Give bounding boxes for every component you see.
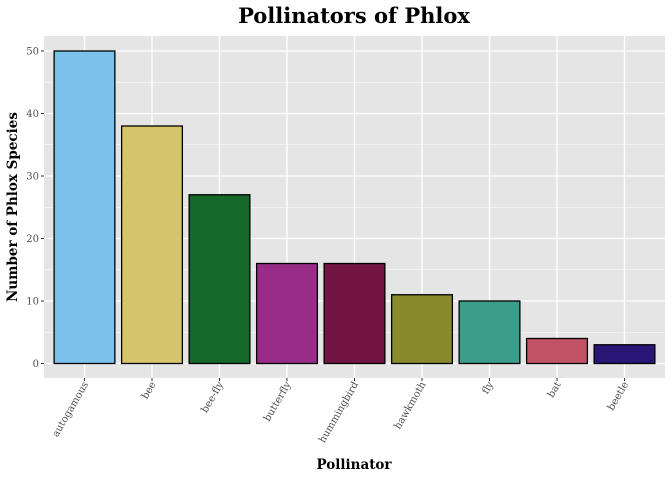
bar-bat bbox=[525, 337, 589, 365]
x-tick-label: fly bbox=[480, 380, 496, 396]
bar-butterfly bbox=[255, 262, 319, 365]
y-tick-label: 10 bbox=[26, 297, 39, 308]
y-tick-label: 0 bbox=[33, 359, 39, 370]
y-axis-ticks: 0 10 20 30 40 50 bbox=[26, 47, 44, 370]
y-tick-label: 20 bbox=[26, 234, 39, 245]
bar-autogamous bbox=[53, 50, 116, 365]
x-axis-title: Pollinator bbox=[316, 457, 392, 473]
y-tick-label: 40 bbox=[26, 109, 39, 120]
bar-bee bbox=[120, 125, 184, 365]
bars-group bbox=[53, 50, 656, 365]
y-tick-label: 30 bbox=[26, 172, 39, 183]
y-axis-title: Number of Phlox Species bbox=[5, 112, 21, 302]
chart-title: Pollinators of Phlox bbox=[238, 3, 470, 28]
bar-beetle bbox=[593, 344, 656, 365]
bar-hawkmoth bbox=[390, 294, 454, 365]
bar-hummingbird bbox=[323, 262, 386, 365]
bar-fly bbox=[458, 300, 521, 365]
bar-bee-fly bbox=[188, 194, 251, 365]
y-tick-label: 50 bbox=[26, 47, 39, 58]
